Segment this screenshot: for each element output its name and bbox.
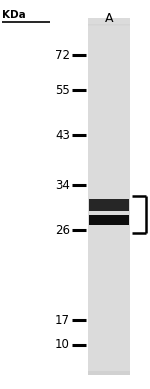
Text: A: A (105, 12, 113, 25)
Bar (88, 23, 130, 58)
Bar (88, 26, 130, 353)
Bar (88, 27, 130, 371)
Bar (88, 25, 130, 250)
Bar (88, 25, 130, 228)
Bar (88, 25, 130, 201)
Bar (88, 27, 130, 362)
Bar (88, 26, 130, 277)
Bar (88, 26, 130, 321)
Bar (88, 25, 130, 214)
Bar (88, 23, 130, 103)
Bar (88, 23, 130, 32)
Bar (88, 24, 130, 130)
Bar (88, 26, 130, 317)
Text: 10: 10 (55, 338, 70, 352)
Bar (88, 26, 130, 326)
Bar (88, 26, 130, 299)
Bar (88, 26, 130, 268)
Bar (88, 24, 130, 165)
Bar (88, 23, 130, 94)
Bar (88, 24, 130, 147)
Bar (88, 23, 130, 27)
Bar (88, 25, 130, 196)
Bar (88, 26, 130, 348)
Bar (88, 23, 130, 54)
Bar (88, 26, 130, 330)
Bar (88, 25, 130, 223)
Bar (88, 24, 130, 156)
Bar (88, 25, 130, 245)
Bar (88, 23, 130, 72)
Bar (88, 26, 130, 295)
Bar (88, 24, 130, 121)
Bar (88, 27, 130, 357)
Bar (88, 26, 130, 303)
Bar (88, 24, 130, 134)
Bar (88, 23, 130, 40)
Bar (88, 26, 130, 272)
Bar (88, 27, 130, 366)
Text: 72: 72 (55, 49, 70, 61)
Bar (88, 25, 130, 254)
Bar (88, 23, 130, 63)
Bar (88, 23, 130, 36)
Bar (88, 25, 130, 192)
Bar (88, 25, 130, 237)
Bar (88, 25, 130, 241)
Bar (88, 25, 130, 205)
Bar (88, 24, 130, 138)
Bar (88, 26, 130, 312)
Bar (89, 199, 129, 211)
Bar (88, 26, 130, 286)
Bar (88, 26, 130, 344)
Text: 17: 17 (55, 314, 70, 326)
Bar (88, 25, 130, 210)
Bar (88, 26, 130, 263)
Bar (88, 23, 130, 45)
Bar (88, 26, 130, 308)
Bar (88, 23, 130, 89)
Text: 34: 34 (55, 179, 70, 191)
Bar (88, 25, 130, 170)
Bar (88, 18, 130, 375)
Bar (88, 23, 130, 81)
Bar (88, 24, 130, 116)
Bar (88, 18, 130, 23)
Bar (89, 215, 129, 225)
Bar (88, 26, 130, 290)
Text: KDa: KDa (2, 10, 26, 20)
Bar (88, 25, 130, 259)
Text: 26: 26 (55, 224, 70, 237)
Bar (88, 23, 130, 76)
Bar (88, 26, 130, 339)
Bar (88, 24, 130, 107)
Bar (88, 23, 130, 85)
Bar (88, 24, 130, 152)
Text: 55: 55 (55, 84, 70, 96)
Bar (88, 26, 130, 281)
Bar (88, 25, 130, 174)
Bar (88, 25, 130, 179)
Bar (88, 25, 130, 219)
Bar (88, 25, 130, 183)
Bar (88, 24, 130, 143)
Bar (88, 25, 130, 232)
Bar (88, 24, 130, 125)
Bar (88, 26, 130, 335)
Bar (88, 24, 130, 161)
Bar (88, 24, 130, 112)
Bar (88, 23, 130, 49)
Bar (88, 25, 130, 187)
Bar (88, 23, 130, 67)
Text: 43: 43 (55, 128, 70, 142)
Bar (88, 23, 130, 98)
